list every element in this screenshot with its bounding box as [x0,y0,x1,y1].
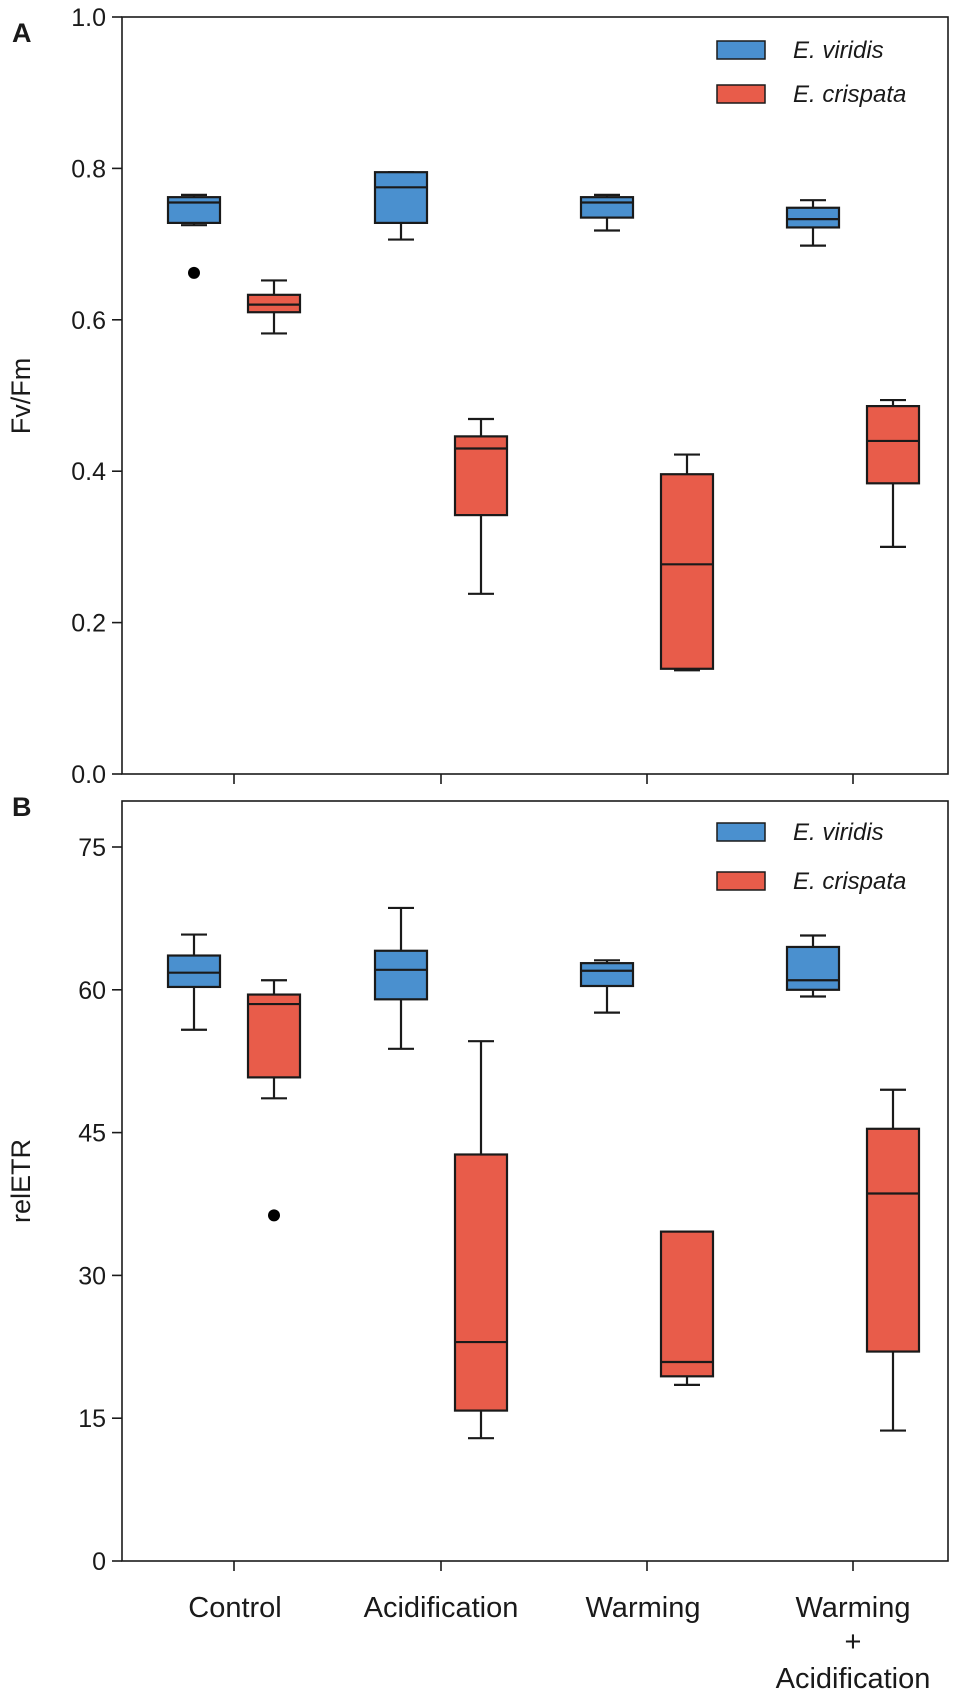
panel-b-y-axis-title: relETR [6,1139,36,1223]
panel-b-x-ticks [233,1561,854,1571]
panel-b-box-crispata-4 [865,1088,921,1432]
box-iqr [865,404,921,485]
panel-a-legend-label-crispata: E. crispata [793,81,906,108]
category-label-combined-line1: Warming [796,1592,911,1624]
category-label-acidification: Acidification [364,1592,519,1624]
category-label-warming: Warming [586,1592,701,1624]
panel-b-letter: B [12,792,32,822]
panel-a-y-tick-label: 0.4 [71,458,106,486]
panel-b-y-axis: 0 15 30 45 60 75 [78,834,122,1576]
panel-a: A Fv/Fm 0.0 0.2 0.4 0.6 0.8 1.0 E. viridis E.… [6,4,949,789]
panel-b-y-tick-label: 45 [78,1120,106,1148]
panel-b-box-viridis-3 [579,959,635,1014]
panel-a-frame [121,16,949,775]
panel-b-legend-swatch-viridis [716,822,766,842]
panel-a-box-viridis-1 [166,193,222,279]
panel-b-box-crispata-2 [453,1040,509,1440]
panel-a-legend-label-viridis: E. viridis [793,37,884,64]
panel-a-y-tick-label: 0.8 [71,155,106,183]
box-iqr [659,473,715,670]
box-iqr [373,171,429,225]
panel-b-legend-label-viridis: E. viridis [793,819,884,846]
panel-b: B relETR 0 15 30 45 60 75 E. viridis E. crisp… [6,792,949,1576]
panel-b-y-tick-label: 60 [78,977,106,1005]
panel-a-box-crispata-1 [246,279,302,335]
box-iqr [579,196,635,219]
panel-b-y-tick-label: 75 [78,834,106,862]
panel-a-box-viridis-2 [373,171,429,241]
box-iqr [453,1153,509,1412]
box-iqr [373,949,429,1001]
box-iqr [785,945,841,991]
box-iqr [865,1127,921,1353]
box-iqr [246,993,302,1079]
box-iqr [166,954,222,989]
panel-b-legend: E. viridis E. crispata [716,819,906,895]
panel-a-y-tick-label: 1.0 [71,4,106,32]
panel-b-box-viridis-2 [373,906,429,1050]
panel-b-y-tick-label: 0 [92,1548,106,1576]
outlier-point [268,1209,280,1222]
panel-a-box-crispata-4 [865,398,921,549]
panel-b-y-tick-label: 30 [78,1262,106,1290]
outlier-point [188,266,200,279]
panel-a-legend-swatch-crispata [716,84,766,104]
box-iqr [785,206,841,229]
box-iqr [579,962,635,988]
panel-b-legend-label-crispata: E. crispata [793,868,906,895]
panel-a-x-ticks [233,774,854,784]
panel-a-boxes [166,171,921,672]
panel-a-y-tick-label: 0.0 [71,761,106,789]
category-label-combined-line3: Acidification [776,1663,931,1695]
box-iqr [166,196,222,225]
panel-a-box-crispata-2 [453,417,509,595]
panel-b-boxes [166,906,921,1440]
panel-b-box-viridis-4 [785,934,841,998]
panel-b-frame [121,800,949,1562]
panel-a-y-tick-label: 0.2 [71,610,106,638]
panel-b-box-crispata-3 [659,1230,715,1386]
panel-b-box-viridis-1 [166,933,222,1031]
panel-a-box-viridis-4 [785,199,841,247]
box-iqr [659,1230,715,1378]
panel-a-letter: A [12,18,32,48]
panel-a-box-crispata-3 [659,453,715,672]
category-label-control: Control [188,1592,282,1624]
panel-a-y-tick-label: 0.6 [71,307,106,335]
panel-a-legend-swatch-viridis [716,40,766,60]
box-iqr [246,293,302,314]
panel-b-box-crispata-1 [246,979,302,1222]
panel-a-legend: E. viridis E. crispata [716,37,906,108]
panel-a-y-axis: 0.0 0.2 0.4 0.6 0.8 1.0 [71,4,122,789]
category-label-combined-line2: + [845,1626,862,1658]
panel-a-y-axis-title: Fv/Fm [6,358,36,434]
panel-b-y-tick-label: 15 [78,1405,106,1433]
panel-a-box-viridis-3 [579,193,635,232]
panel-b-legend-swatch-crispata [716,871,766,891]
x-category-labels: Control Acidification Warming Warming + … [188,1592,930,1695]
